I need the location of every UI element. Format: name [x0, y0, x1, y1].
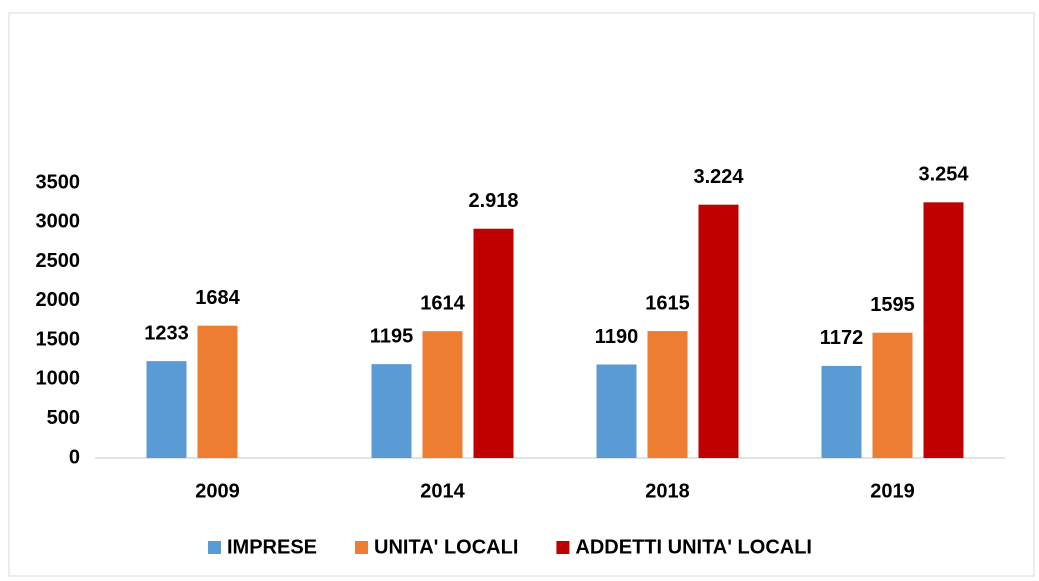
chart-border: [8, 12, 1035, 577]
y-tick-label: 0: [69, 446, 80, 468]
x-tick-label: 2019: [870, 480, 915, 502]
x-tick-label: 2009: [195, 480, 240, 502]
legend-label: UNITA' LOCALI: [374, 536, 518, 558]
y-tick-label: 1500: [36, 328, 81, 350]
value-label: 1595: [870, 294, 915, 316]
bar: [422, 331, 463, 458]
legend-label: ADDETTI UNITA' LOCALI: [575, 536, 812, 558]
value-label: 1172: [820, 327, 863, 349]
bar: [698, 204, 739, 458]
legend-swatch: [556, 541, 570, 554]
bar: [872, 332, 913, 458]
bar: [371, 364, 412, 458]
value-label: 1195: [370, 325, 413, 347]
y-tick-label: 1000: [36, 368, 81, 390]
bar: [596, 364, 637, 458]
legend-label: IMPRESE: [227, 536, 317, 558]
x-tick-label: 2018: [645, 480, 690, 502]
y-tick-label: 3000: [36, 211, 81, 233]
legend-swatch: [208, 541, 221, 554]
value-label: 3.254: [918, 164, 969, 186]
value-label: 1190: [595, 326, 638, 348]
bar: [923, 202, 964, 458]
bar: [647, 331, 688, 458]
y-tick-label: 3500: [36, 171, 81, 193]
value-label: 1233: [144, 322, 189, 344]
value-label: 3.224: [693, 166, 744, 188]
y-tick-label: 2500: [36, 250, 81, 272]
bar: [197, 325, 238, 458]
y-tick-label: 500: [47, 407, 80, 429]
value-label: 1684: [195, 287, 240, 309]
y-tick-label: 2000: [36, 289, 81, 311]
x-tick-label: 2014: [420, 480, 465, 502]
bar: [146, 361, 187, 458]
value-label: 2.918: [468, 190, 518, 212]
legend-swatch: [355, 541, 369, 554]
bar: [473, 228, 514, 458]
bar: [821, 365, 862, 458]
value-label: 1614: [420, 292, 465, 314]
value-label: 1615: [645, 292, 690, 314]
